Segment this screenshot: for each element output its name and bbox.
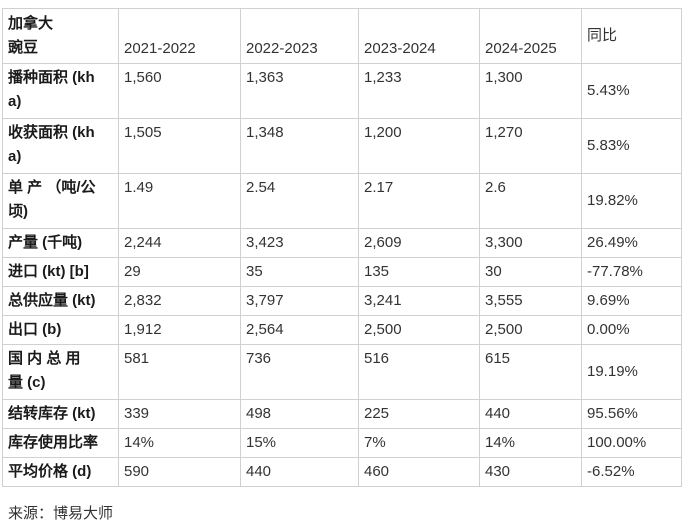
row-label-cell: 单 产 （吨/公 顷) (2, 173, 119, 229)
value-cell: 1.49 (118, 173, 241, 229)
value-cell: 15% (240, 428, 359, 458)
yoy-value-cell: 5.43% (581, 63, 682, 119)
value-cell: 35 (240, 257, 359, 287)
row-label-cell: 平均价格 (d) (2, 457, 119, 487)
value-cell: 3,797 (240, 286, 359, 316)
value-cell: 14% (479, 428, 582, 458)
row-label-cell: 国 内 总 用 量 (c) (2, 344, 119, 400)
year-column-header-2022-2023: 2022-2023 (240, 8, 359, 64)
value-cell: 581 (118, 344, 241, 400)
table-row: 结转库存 (kt) 339 498 225 440 95.56% (2, 399, 682, 429)
value-cell: 440 (479, 399, 582, 429)
value-cell: 3,241 (358, 286, 480, 316)
value-cell: 430 (479, 457, 582, 487)
value-cell: 29 (118, 257, 241, 287)
row-label-cell: 库存使用比率 (2, 428, 119, 458)
row-label-cell: 总供应量 (kt) (2, 286, 119, 316)
value-cell: 3,300 (479, 228, 582, 258)
table-row: 国 内 总 用 量 (c) 581 736 516 615 19.19% (2, 344, 682, 400)
row-label-cell: 出口 (b) (2, 315, 119, 345)
row-label-cell: 播种面积 (kh a) (2, 63, 119, 119)
value-cell: 3,423 (240, 228, 359, 258)
value-cell: 2.6 (479, 173, 582, 229)
row-label-cell: 进口 (kt) [b] (2, 257, 119, 287)
value-cell: 2.54 (240, 173, 359, 229)
year-column-header-2021-2022: 2021-2022 (118, 8, 241, 64)
row-label-cell: 结转库存 (kt) (2, 399, 119, 429)
value-cell: 1,270 (479, 118, 582, 174)
yoy-value-cell: -6.52% (581, 457, 682, 487)
value-cell: 7% (358, 428, 480, 458)
yoy-value-cell: 19.82% (581, 173, 682, 229)
pea-supply-demand-table: 加拿大 豌豆 2021-2022 2022-2023 2023-2024 202… (2, 8, 682, 487)
value-cell: 1,233 (358, 63, 480, 119)
value-cell: 1,300 (479, 63, 582, 119)
value-cell: 30 (479, 257, 582, 287)
value-cell: 1,363 (240, 63, 359, 119)
table-row: 出口 (b) 1,912 2,564 2,500 2,500 0.00% (2, 315, 682, 345)
value-cell: 2,500 (479, 315, 582, 345)
value-cell: 2,244 (118, 228, 241, 258)
value-cell: 498 (240, 399, 359, 429)
value-cell: 1,200 (358, 118, 480, 174)
row-label-cell: 产量 (千吨) (2, 228, 119, 258)
value-cell: 516 (358, 344, 480, 400)
year-column-header-2024-2025: 2024-2025 (479, 8, 582, 64)
yoy-value-cell: 100.00% (581, 428, 682, 458)
value-cell: 2,500 (358, 315, 480, 345)
yoy-value-cell: 19.19% (581, 344, 682, 400)
yoy-value-cell: 9.69% (581, 286, 682, 316)
yoy-value-cell: 26.49% (581, 228, 682, 258)
table-row: 产量 (千吨) 2,244 3,423 2,609 3,300 26.49% (2, 228, 682, 258)
value-cell: 2,609 (358, 228, 480, 258)
header-row: 加拿大 豌豆 2021-2022 2022-2023 2023-2024 202… (2, 8, 682, 64)
table-row: 平均价格 (d) 590 440 460 430 -6.52% (2, 457, 682, 487)
table-row: 播种面积 (kh a) 1,560 1,363 1,233 1,300 5.43% (2, 63, 682, 119)
year-column-header-2023-2024: 2023-2024 (358, 8, 480, 64)
table-row: 进口 (kt) [b] 29 35 135 30 -77.78% (2, 257, 682, 287)
table-row: 总供应量 (kt) 2,832 3,797 3,241 3,555 9.69% (2, 286, 682, 316)
yoy-value-cell: 0.00% (581, 315, 682, 345)
value-cell: 2,564 (240, 315, 359, 345)
value-cell: 135 (358, 257, 480, 287)
value-cell: 1,348 (240, 118, 359, 174)
value-cell: 1,505 (118, 118, 241, 174)
table-row: 收获面积 (kh a) 1,505 1,348 1,200 1,270 5.83% (2, 118, 682, 174)
table-body: 播种面积 (kh a) 1,560 1,363 1,233 1,300 5.43% 收获面积… (2, 63, 682, 487)
yoy-value-cell: 5.83% (581, 118, 682, 174)
table-corner-header: 加拿大 豌豆 (2, 8, 119, 64)
value-cell: 1,560 (118, 63, 241, 119)
row-label-cell: 收获面积 (kh a) (2, 118, 119, 174)
value-cell: 225 (358, 399, 480, 429)
value-cell: 3,555 (479, 286, 582, 316)
source-note: 来源：博易大师 (8, 505, 114, 522)
table-header: 加拿大 豌豆 2021-2022 2022-2023 2023-2024 202… (2, 8, 682, 64)
value-cell: 440 (240, 457, 359, 487)
value-cell: 736 (240, 344, 359, 400)
value-cell: 1,912 (118, 315, 241, 345)
value-cell: 590 (118, 457, 241, 487)
table-row: 库存使用比率 14% 15% 7% 14% 100.00% (2, 428, 682, 458)
value-cell: 460 (358, 457, 480, 487)
value-cell: 2.17 (358, 173, 480, 229)
yoy-value-cell: -77.78% (581, 257, 682, 287)
yoy-column-header: 同比 (581, 8, 682, 64)
yoy-value-cell: 95.56% (581, 399, 682, 429)
value-cell: 615 (479, 344, 582, 400)
value-cell: 339 (118, 399, 241, 429)
value-cell: 14% (118, 428, 241, 458)
value-cell: 2,832 (118, 286, 241, 316)
table-row: 单 产 （吨/公 顷) 1.49 2.54 2.17 2.6 19.82% (2, 173, 682, 229)
